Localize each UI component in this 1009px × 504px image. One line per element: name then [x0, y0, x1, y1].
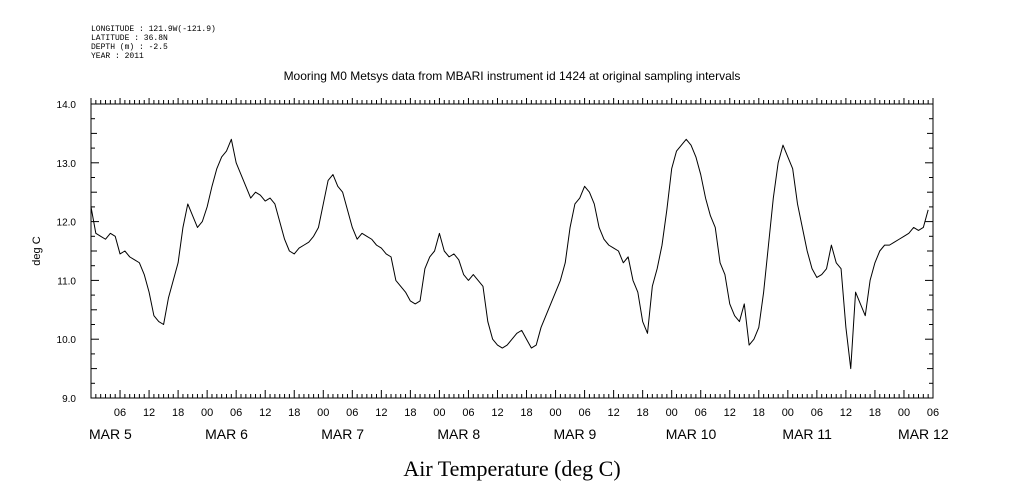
x-hour-label: 18 — [404, 407, 416, 419]
x-hour-label: 00 — [201, 407, 213, 419]
y-tick-label: 13.0 — [57, 159, 77, 170]
x-hour-label: 00 — [782, 407, 794, 419]
latitude-text: LATITUDE : 36.8N — [91, 34, 168, 43]
metadata-block: LONGITUDE : 121.9W(-121.9) LATITUDE : 36… — [91, 25, 216, 61]
y-axis-label: deg C — [31, 236, 43, 265]
x-hour-label: 12 — [840, 407, 852, 419]
x-hour-label: 18 — [869, 407, 881, 419]
x-hour-label: 18 — [520, 407, 532, 419]
x-hour-label: 12 — [607, 407, 619, 419]
x-hour-label: 06 — [346, 407, 358, 419]
x-hour-label: 12 — [491, 407, 503, 419]
x-hour-label: 00 — [317, 407, 329, 419]
x-hour-label: 06 — [462, 407, 474, 419]
x-hour-label: 00 — [433, 407, 445, 419]
x-hour-label: 18 — [288, 407, 300, 419]
y-tick-label: 9.0 — [62, 394, 76, 405]
y-tick-label: 11.0 — [57, 276, 76, 287]
x-hour-label: 12 — [143, 407, 155, 419]
x-hour-label: 06 — [927, 407, 939, 419]
x-axis-label: Air Temperature (deg C) — [403, 456, 620, 481]
x-day-label: MAR 9 — [554, 426, 597, 442]
x-hour-label: 06 — [114, 407, 126, 419]
x-hour-label: 12 — [724, 407, 736, 419]
y-axis: 9.0 10.0 11.0 12.0 13.0 14.0 — [57, 100, 933, 405]
x-hour-label: 06 — [811, 407, 823, 419]
y-tick-label: 12.0 — [57, 218, 77, 229]
x-day-label: MAR 12 — [898, 426, 949, 442]
x-hour-label: 06 — [230, 407, 242, 419]
x-hour-label: 00 — [549, 407, 561, 419]
longitude-text: LONGITUDE : 121.9W(-121.9) — [91, 25, 216, 34]
series-line-0 — [90, 138, 929, 370]
y-tick-label: 10.0 — [57, 335, 77, 346]
x-hour-label: 00 — [666, 407, 678, 419]
x-axis: 06 12 18 00 06 12 18 00 06 12 18 00 06 12 18 00 06 12 18 00… — [89, 98, 949, 442]
depth-text: DEPTH (m) : -2.5 — [91, 43, 168, 52]
x-hour-label: 00 — [898, 407, 910, 419]
y-tick-label: 14.0 — [57, 100, 77, 111]
x-day-label: MAR 11 — [782, 426, 832, 442]
chart-title: Mooring M0 Metsys data from MBARI instru… — [284, 69, 741, 83]
series-layer — [90, 138, 929, 370]
x-day-label: MAR 8 — [437, 426, 480, 442]
x-day-label: MAR 10 — [666, 426, 717, 442]
x-hour-label: 06 — [578, 407, 590, 419]
x-day-label: MAR 6 — [205, 426, 248, 442]
x-hour-label: 18 — [753, 407, 765, 419]
year-text: YEAR : 2011 — [91, 52, 144, 61]
x-hour-label: 12 — [375, 407, 387, 419]
x-hour-label: 18 — [637, 407, 649, 419]
x-day-label: MAR 5 — [89, 426, 132, 442]
x-hour-label: 18 — [172, 407, 184, 419]
x-hour-label: 06 — [695, 407, 707, 419]
x-hour-label: 12 — [259, 407, 271, 419]
x-day-label: MAR 7 — [321, 426, 364, 442]
